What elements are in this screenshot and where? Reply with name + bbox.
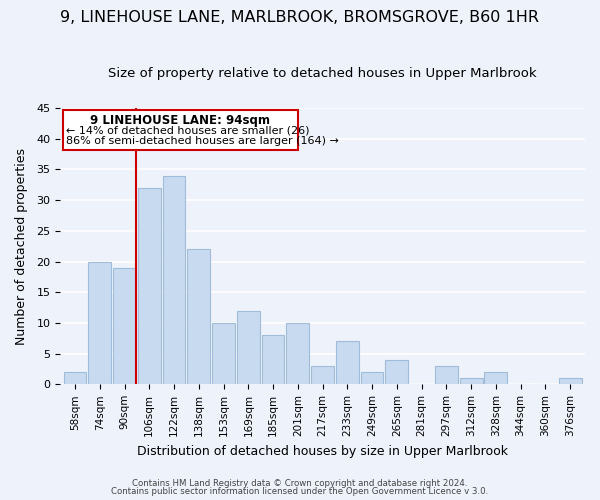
- Text: ← 14% of detached houses are smaller (26): ← 14% of detached houses are smaller (26…: [67, 125, 310, 135]
- Bar: [113, 268, 136, 384]
- Y-axis label: Number of detached properties: Number of detached properties: [15, 148, 28, 344]
- Bar: [361, 372, 383, 384]
- Bar: [385, 360, 408, 384]
- Bar: [435, 366, 458, 384]
- Bar: [237, 310, 260, 384]
- Bar: [484, 372, 507, 384]
- Bar: [460, 378, 482, 384]
- Text: 9 LINEHOUSE LANE: 94sqm: 9 LINEHOUSE LANE: 94sqm: [90, 114, 270, 126]
- Bar: [163, 176, 185, 384]
- Bar: [88, 262, 111, 384]
- Bar: [64, 372, 86, 384]
- FancyBboxPatch shape: [62, 110, 298, 150]
- Bar: [262, 335, 284, 384]
- Text: 86% of semi-detached houses are larger (164) →: 86% of semi-detached houses are larger (…: [67, 136, 339, 145]
- Title: Size of property relative to detached houses in Upper Marlbrook: Size of property relative to detached ho…: [108, 68, 537, 80]
- Bar: [311, 366, 334, 384]
- Bar: [187, 250, 210, 384]
- Bar: [138, 188, 161, 384]
- Text: 9, LINEHOUSE LANE, MARLBROOK, BROMSGROVE, B60 1HR: 9, LINEHOUSE LANE, MARLBROOK, BROMSGROVE…: [61, 10, 539, 25]
- Text: Contains HM Land Registry data © Crown copyright and database right 2024.: Contains HM Land Registry data © Crown c…: [132, 478, 468, 488]
- Bar: [559, 378, 581, 384]
- Bar: [286, 323, 309, 384]
- Bar: [212, 323, 235, 384]
- Text: Contains public sector information licensed under the Open Government Licence v : Contains public sector information licen…: [112, 487, 488, 496]
- X-axis label: Distribution of detached houses by size in Upper Marlbrook: Distribution of detached houses by size …: [137, 444, 508, 458]
- Bar: [336, 342, 359, 384]
